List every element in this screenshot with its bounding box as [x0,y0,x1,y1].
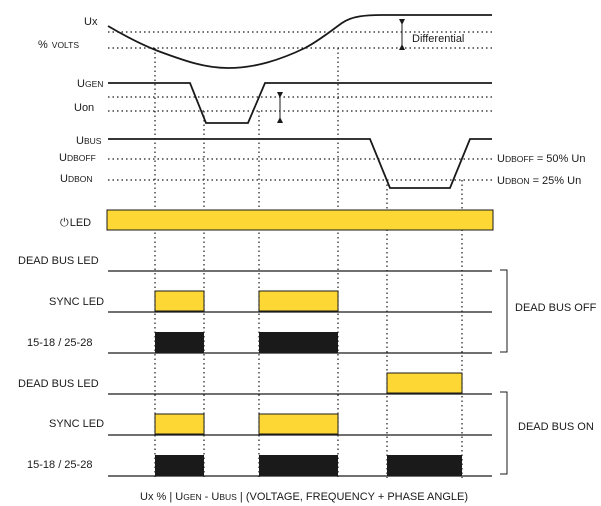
label-sync-led-2: SYNC LED [49,418,104,430]
label-led: ⏻LED [60,217,91,229]
ux-waveform [107,14,492,69]
relay-pulse-off-1 [155,332,204,353]
udboff-annotation: UDBOFF = 50% Un [497,153,585,165]
ubus-waveform [108,138,492,189]
ugen-waveform [108,82,492,124]
label-dead-bus-led-2: DEAD BUS LED [18,378,99,390]
sync-led-pulse-on-1 [154,413,205,435]
footer-caption: Ux % | UGEN - UBUS | (VOLTAGE, FREQUENCY… [140,491,468,503]
power-led-bar [106,209,494,231]
differential-label: Differential [412,33,464,45]
label-relay-2: 15-18 / 25-28 [27,459,92,471]
label-ux: Ux [84,16,98,28]
label-relay-1: 15-18 / 25-28 [27,337,92,349]
label-udbon: UDBON [60,173,93,185]
sync-led-pulse-off-1 [154,290,205,312]
ugen-hysteresis-arrow-up [277,117,283,123]
sync-led-pulse-on-2 [258,413,339,435]
bracket-dead-bus-on [500,391,508,475]
ugen-hysteresis-arrow-down [277,92,283,98]
label-ugen: UGEN [77,78,103,90]
relay-pulse-off-2 [259,332,338,353]
relay-pulse-on-1 [155,455,204,476]
power-icon: ⏻ [60,217,69,229]
label-ubus: UBUS [76,135,102,147]
label-sync-led-1: SYNC LED [49,296,104,308]
differential-arrow-up [399,44,405,50]
relay-pulse-on-2 [259,455,338,476]
label-dead-bus-led-1: DEAD BUS LED [18,255,99,267]
sync-led-pulse-off-2 [258,290,339,312]
udbon-annotation: UDBON = 25% Un [497,175,581,187]
label-udboff: UDBOFF [59,152,96,164]
label-pct-volts: % VOLTS [38,39,79,51]
group-label-dead-bus-on: DEAD BUS ON [518,421,594,433]
bracket-dead-bus-off [500,269,508,353]
differential-arrow-down [399,19,405,25]
group-label-dead-bus-off: DEAD BUS OFF [515,302,597,314]
dead-bus-led-pulse-on [386,372,463,394]
label-uon: Uon [74,102,94,114]
relay-pulse-on-3 [387,455,462,476]
